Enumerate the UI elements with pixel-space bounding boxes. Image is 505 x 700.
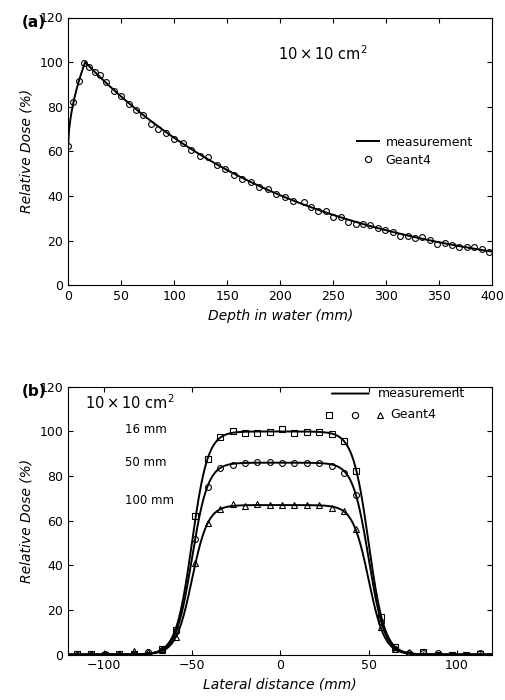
Legend: measurement, Geant4: measurement, Geant4 — [351, 131, 478, 172]
Text: $10 \times 10\ \mathrm{cm}^2$: $10 \times 10\ \mathrm{cm}^2$ — [278, 44, 368, 63]
Text: 50 mm: 50 mm — [125, 456, 166, 469]
Y-axis label: Relative Dose (%): Relative Dose (%) — [20, 90, 34, 214]
Text: 100 mm: 100 mm — [125, 494, 174, 507]
Text: $10 \times 10\ \mathrm{cm}^2$: $10 \times 10\ \mathrm{cm}^2$ — [85, 393, 175, 412]
Y-axis label: Relative Dose (%): Relative Dose (%) — [20, 458, 34, 582]
Text: measurement: measurement — [378, 387, 465, 400]
Text: (a): (a) — [22, 15, 45, 30]
Text: (b): (b) — [22, 384, 46, 399]
Text: 16 mm: 16 mm — [125, 423, 167, 435]
Text: Geant4: Geant4 — [390, 409, 436, 421]
X-axis label: Depth in water (mm): Depth in water (mm) — [208, 309, 353, 323]
X-axis label: Lateral distance (mm): Lateral distance (mm) — [204, 678, 357, 692]
